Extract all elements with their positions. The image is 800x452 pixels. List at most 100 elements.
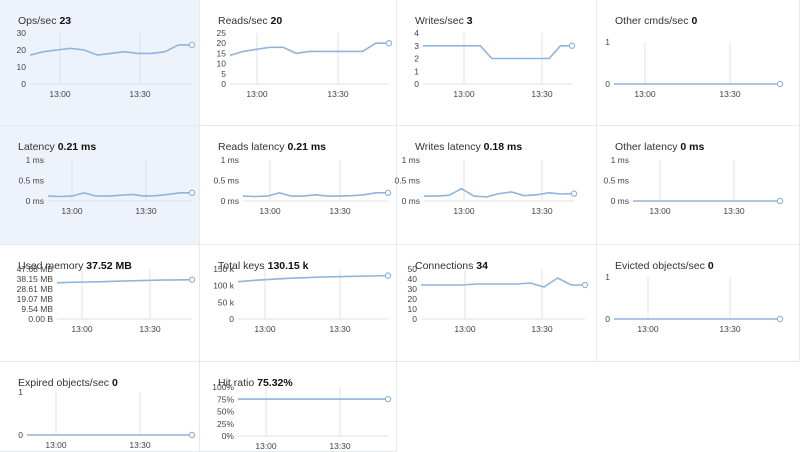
metric-title: Hit ratio 75.32% <box>218 377 293 389</box>
y-tick-label: 20 <box>17 45 27 55</box>
metric-card-writes[interactable]: Writes/sec 3 4 3 2 1 0 13:00 13:30 <box>397 0 597 126</box>
y-tick-label: 1 <box>414 66 419 76</box>
metric-name: Connections <box>415 260 474 272</box>
y-tick-label: 0 ms <box>611 196 629 206</box>
series-endpoint <box>776 315 784 323</box>
metric-title: Latency 0.21 ms <box>18 141 96 153</box>
x-tick-label: 13:30 <box>719 324 741 334</box>
metric-chart: 1 0 13:00 13:30 <box>605 37 784 99</box>
x-tick-label: 13:00 <box>634 89 656 99</box>
y-tick-label: 25 <box>217 28 227 38</box>
y-tick-label: 100% <box>212 382 234 392</box>
x-tick-label: 13:30 <box>531 89 553 99</box>
series-endpoint <box>188 189 196 197</box>
series-line <box>56 278 193 284</box>
x-tick-label: 13:30 <box>329 324 351 334</box>
series-endpoint <box>188 276 196 283</box>
metric-card-evicted[interactable]: Evicted objects/sec 0 1 0 13:00 13:30 <box>597 245 800 362</box>
y-tick-label: 1 ms <box>26 155 44 165</box>
metric-title: Writes/sec 3 <box>415 15 473 27</box>
y-tick-label: 0 <box>18 430 23 440</box>
y-tick-label: 38.15 MB <box>17 274 54 284</box>
x-tick-label: 13:30 <box>531 206 553 216</box>
metric-title: Connections 34 <box>415 260 488 272</box>
metric-card-other-cmds[interactable]: Other cmds/sec 0 1 0 13:00 13:30 <box>597 0 800 126</box>
metric-title: Ops/sec 23 <box>18 15 71 27</box>
y-tick-label: 0.00 B <box>28 314 53 324</box>
series-line <box>421 277 585 288</box>
y-tick-label: 1 ms <box>402 155 420 165</box>
metric-card-used-memory[interactable]: Used memory 37.52 MB 47.68 MB 38.15 MB 28.6… <box>0 245 200 362</box>
metric-value: 34 <box>476 260 488 272</box>
y-tick-label: 9.54 MB <box>21 304 53 314</box>
y-tick-label: 0.5 ms <box>213 176 239 186</box>
y-tick-label: 150 k <box>213 264 235 274</box>
metric-title: Evicted objects/sec 0 <box>615 260 714 272</box>
metric-card-ops[interactable]: Ops/sec 23 30 20 10 0 13:00 13:30 <box>0 0 200 126</box>
series-line <box>242 191 388 198</box>
metric-value: 0.21 ms <box>57 141 97 153</box>
y-tick-label: 1 ms <box>221 155 239 165</box>
y-tick-label: 1 <box>18 387 23 397</box>
metric-name: Other cmds/sec <box>615 15 689 27</box>
metric-name: Used memory <box>18 260 84 272</box>
x-tick-label: 13:00 <box>45 440 67 450</box>
y-tick-label: 10 <box>408 304 418 314</box>
metric-card-total-keys[interactable]: Total keys 130.15 k 150 k 100 k 50 k 0 13:00 1… <box>200 245 397 362</box>
metric-name: Ops/sec <box>18 15 57 27</box>
metric-card-connections[interactable]: Connections 34 50 40 30 20 10 0 13:00 13:30 <box>397 245 597 362</box>
metric-chart: 100% 75% 50% 25% 0% 13:00 13:30 <box>212 382 392 451</box>
metric-title: Writes latency 0.18 ms <box>415 141 522 153</box>
y-tick-label: 0 <box>221 79 226 89</box>
y-tick-label: 50 k <box>218 297 235 307</box>
series-endpoint <box>188 41 196 49</box>
y-tick-label: 0 <box>414 79 419 89</box>
metric-title: Reads latency 0.21 ms <box>218 141 326 153</box>
metric-value: 3 <box>466 15 473 27</box>
x-tick-label: 13:00 <box>453 206 475 216</box>
y-tick-label: 0 ms <box>221 196 239 206</box>
x-tick-label: 13:30 <box>329 206 351 216</box>
x-tick-label: 13:00 <box>637 324 659 334</box>
y-tick-label: 0 ms <box>402 196 420 206</box>
metric-value: 37.52 MB <box>86 260 132 272</box>
metric-title: Other latency 0 ms <box>615 141 704 153</box>
x-tick-label: 13:00 <box>453 89 475 99</box>
series-endpoint <box>384 395 392 403</box>
metric-card-reads-latency[interactable]: Reads latency 0.21 ms 1 ms 0.5 ms 0 ms 13:00… <box>200 126 397 245</box>
y-tick-label: 10 <box>217 59 227 69</box>
metric-chart: 1 ms 0.5 ms 0 ms 13:00 13:30 <box>394 155 578 216</box>
metric-name: Total keys <box>218 260 265 272</box>
metric-card-other-latency[interactable]: Other latency 0 ms 1 ms 0.5 ms 0 ms 13:00 13:… <box>597 126 800 245</box>
metric-chart: 30 20 10 0 13:00 13:30 <box>17 28 196 99</box>
y-tick-label: 5 <box>221 69 226 79</box>
metric-chart: 1 ms 0.5 ms 0 ms 13:00 13:30 <box>18 155 196 216</box>
x-tick-label: 13:00 <box>61 206 83 216</box>
y-tick-label: 30 <box>408 284 418 294</box>
y-tick-label: 1 ms <box>611 155 629 165</box>
metric-card-hit-ratio[interactable]: Hit ratio 75.32% 100% 75% 50% 25% 0% 13:00 13:3… <box>200 362 397 452</box>
metric-name: Other latency <box>615 141 678 153</box>
series-line <box>237 274 389 283</box>
x-tick-label: 13:30 <box>129 89 151 99</box>
y-tick-label: 0 <box>21 79 26 89</box>
metric-chart: 1 ms 0.5 ms 0 ms 13:00 13:30 <box>603 155 784 216</box>
metric-name: Expired objects/sec <box>18 377 110 389</box>
metric-card-reads[interactable]: Reads/sec 20 25 20 15 10 5 0 13:00 13:30 <box>200 0 397 126</box>
y-tick-label: 20 <box>217 38 227 48</box>
series-line <box>423 44 572 60</box>
metric-card-latency[interactable]: Latency 0.21 ms 1 ms 0.5 ms 0 ms 13:00 13:30 <box>0 126 200 245</box>
x-tick-label: 13:30 <box>329 441 351 451</box>
metric-value: 0.21 ms <box>287 141 326 153</box>
metric-card-expired[interactable]: Expired objects/sec 0 1 0 13:00 13:30 <box>0 362 200 452</box>
y-tick-label: 10 <box>17 62 27 72</box>
metric-card-writes-latency[interactable]: Writes latency 0.18 ms 1 ms 0.5 ms 0 ms 13:0… <box>394 126 597 245</box>
x-tick-label: 13:00 <box>255 441 277 451</box>
metric-value: 0 <box>707 260 714 272</box>
x-tick-label: 13:00 <box>454 324 476 334</box>
metric-name: Writes latency <box>415 141 481 153</box>
metric-title: Expired objects/sec 0 <box>18 377 118 389</box>
y-tick-label: 75% <box>217 394 234 404</box>
